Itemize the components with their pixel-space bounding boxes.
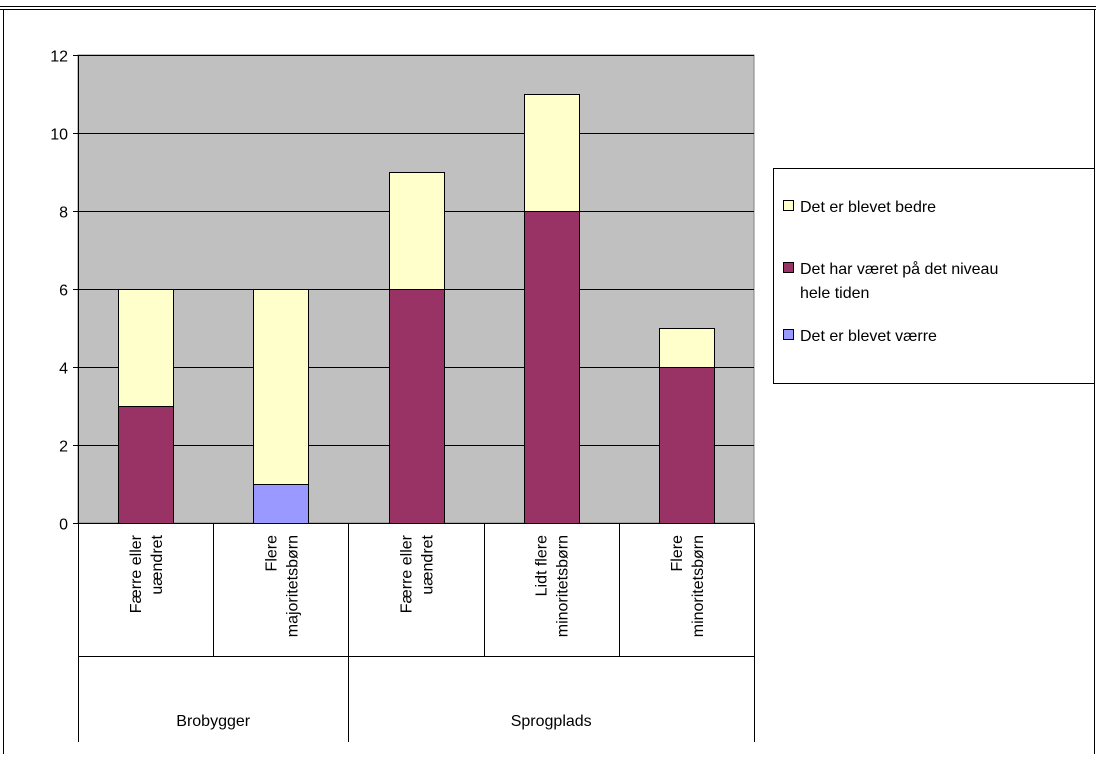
legend-swatch	[783, 200, 794, 211]
category-label: Flere	[263, 535, 280, 572]
bar-segment	[253, 484, 309, 524]
bar-segment	[118, 289, 174, 407]
legend-label: Det har været på det niveau	[800, 260, 998, 278]
y-tick-label: 2	[59, 439, 68, 456]
y-tick-label: 12	[50, 49, 68, 66]
bar-segment	[524, 211, 580, 524]
bar-segment	[659, 328, 715, 368]
group-label: Brobygger	[176, 713, 250, 730]
category-label: Flere	[669, 535, 686, 572]
category-label: minoritetsbørn	[555, 535, 572, 637]
legend-label: hele tiden	[800, 285, 869, 302]
bar-segment	[253, 289, 309, 485]
legend-swatch	[783, 329, 794, 340]
legend-label: Det er blevet bedre	[800, 199, 936, 216]
category-label: majoritetsbørn	[284, 535, 301, 637]
bar-segment	[389, 289, 445, 524]
category-label: Lidt flere	[534, 535, 551, 596]
y-tick-label: 10	[50, 127, 68, 144]
bar-segment	[524, 94, 580, 212]
legend-box	[773, 168, 1095, 384]
y-tick-label: 4	[59, 361, 68, 378]
legend-label: Det er blevet værre	[800, 328, 937, 345]
y-tick-label: 0	[59, 517, 68, 534]
y-tick-label: 8	[59, 205, 68, 222]
bar-segment	[118, 406, 174, 524]
bar-segment	[659, 367, 715, 524]
category-label: uændret	[420, 534, 437, 594]
category-label: minoritetsbørn	[690, 535, 707, 637]
category-label: Færre eller	[128, 534, 145, 613]
category-label: Færre eller	[399, 534, 416, 613]
bar-segment	[389, 172, 445, 290]
legend: Det er blevet bedre Det har været på det …	[773, 168, 1095, 384]
y-tick-label: 6	[59, 283, 68, 300]
category-label: uændret	[149, 534, 166, 594]
legend-swatch	[783, 262, 794, 273]
group-label: Sprogplads	[511, 713, 592, 730]
